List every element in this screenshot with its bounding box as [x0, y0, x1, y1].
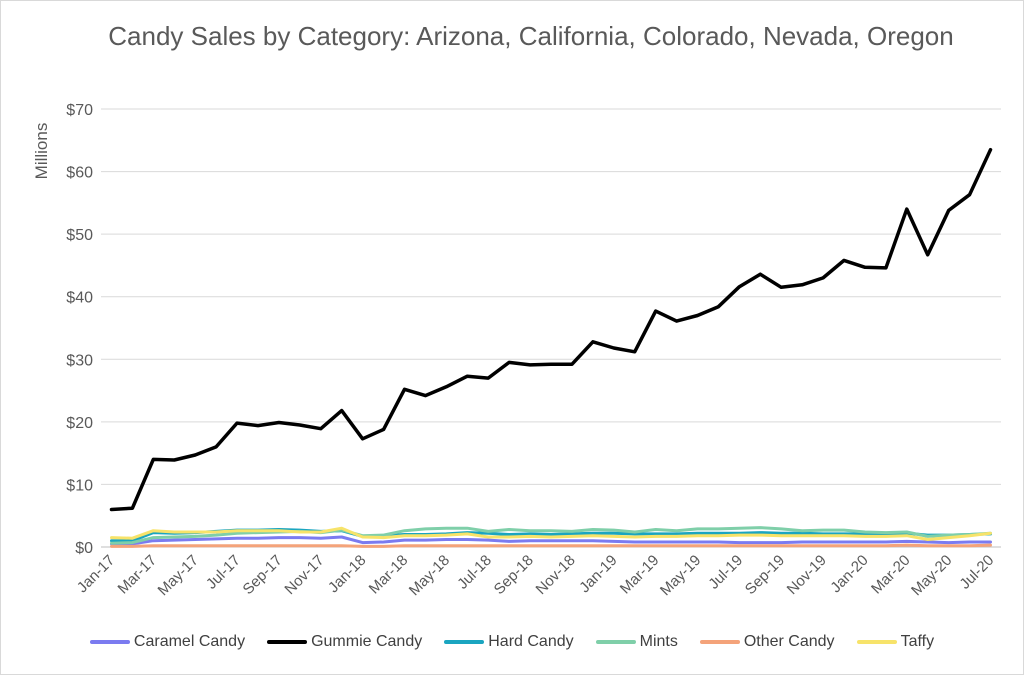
x-tick-label: Jan-19	[576, 552, 620, 596]
y-tick-label: $0	[75, 540, 93, 557]
x-tick-label: Nov-19	[784, 552, 830, 598]
series-line-other-candy	[110, 543, 992, 548]
legend-label: Mints	[639, 633, 678, 650]
y-tick-label: $10	[66, 477, 93, 494]
y-tick-label: $40	[66, 290, 93, 307]
legend-label: Hard Candy	[488, 633, 574, 650]
legend-label: Gummie Candy	[311, 633, 423, 650]
legend-swatch	[595, 640, 636, 644]
legend-item: Taffy	[856, 633, 935, 651]
legend-swatch	[267, 640, 308, 644]
y-axis-label: Millions	[32, 123, 51, 180]
y-tick-label: $30	[66, 352, 93, 369]
x-tick-label: Jul-19	[705, 552, 746, 593]
x-tick-label: Jan-20	[827, 552, 871, 596]
x-tick-label: Sep-18	[491, 552, 537, 598]
x-tick-label: Mar-18	[366, 552, 412, 598]
legend-label: Caramel Candy	[133, 633, 246, 650]
legend-item: Hard Candy	[444, 633, 574, 651]
x-tick-label: Nov-17	[281, 552, 327, 598]
x-tick-label: Jul-18	[454, 552, 495, 593]
legend-item: Other Candy	[699, 633, 835, 651]
legend-item: Mints	[595, 633, 678, 651]
x-tick-label: Sep-19	[742, 552, 788, 598]
x-tick-label: May-20	[908, 552, 955, 599]
series-line-caramel-candy	[110, 535, 992, 546]
legend-swatch	[89, 640, 130, 644]
series-line-gummie-candy	[109, 147, 993, 512]
chart-legend: Caramel Candy Gummie Candy Hard Candy Mints…	[1, 633, 1023, 651]
legend-label: Taffy	[900, 633, 935, 650]
y-tick-label: $60	[66, 165, 93, 182]
legend-swatch	[856, 640, 897, 644]
y-tick-label: $50	[66, 227, 93, 244]
x-tick-label: May-19	[657, 552, 704, 599]
x-tick-label: May-18	[406, 552, 453, 599]
x-tick-label: May-17	[155, 552, 202, 599]
x-tick-label: Jan-18	[325, 552, 369, 596]
x-tick-label: Sep-17	[240, 552, 286, 598]
legend-item: Gummie Candy	[267, 633, 422, 651]
y-tick-label: $20	[66, 415, 93, 432]
x-tick-label: Mar-20	[868, 552, 914, 598]
y-tick-label: $70	[66, 102, 93, 119]
legend-swatch	[699, 640, 740, 644]
legend-item: Caramel Candy	[89, 633, 246, 651]
x-tick-label: Mar-19	[617, 552, 663, 598]
x-tick-label: Jul-20	[956, 552, 997, 593]
series-line-mints	[110, 526, 992, 545]
x-tick-label: Mar-17	[115, 552, 161, 598]
x-tick-label: Jul-17	[203, 552, 244, 593]
legend-label: Other Candy	[743, 633, 835, 650]
series-line-taffy	[110, 526, 992, 541]
x-tick-label: Nov-18	[533, 552, 579, 598]
legend-swatch	[444, 640, 485, 644]
x-tick-label: Jan-17	[74, 552, 118, 596]
chart-title: Candy Sales by Category: Arizona, Califo…	[108, 21, 954, 51]
